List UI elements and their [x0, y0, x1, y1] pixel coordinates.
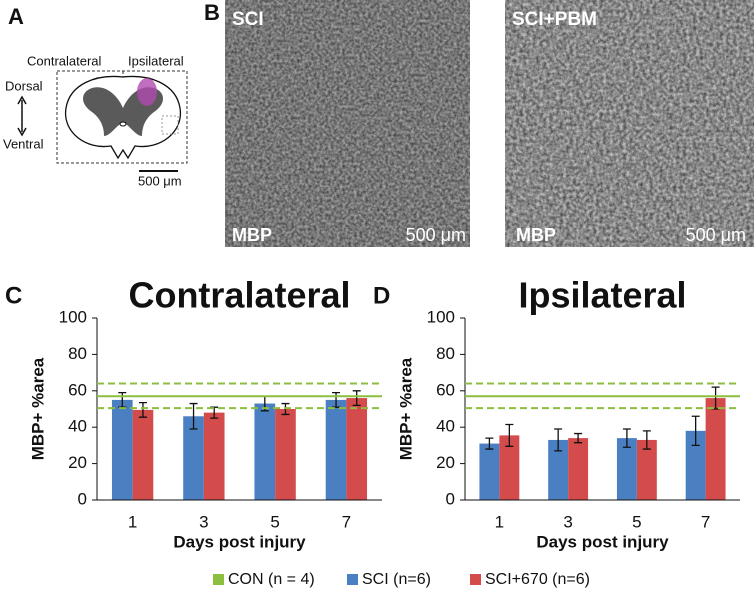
bar — [183, 416, 204, 500]
legend-swatch — [470, 574, 481, 585]
error-bar — [505, 423, 514, 447]
x-tick-label: 7 — [701, 512, 710, 531]
label: Ventral — [3, 136, 44, 151]
bar — [346, 398, 368, 500]
bar — [568, 438, 589, 500]
y-tick-label: 40 — [436, 417, 455, 436]
stain-label: MBP — [516, 225, 556, 245]
legend-label: SCI (n=6) — [362, 571, 431, 588]
y-tick-label: 0 — [446, 489, 455, 508]
x-tick-label: 1 — [495, 512, 504, 531]
bar — [705, 398, 726, 500]
error-bar — [691, 415, 700, 447]
y-tick-label: 80 — [436, 344, 455, 363]
panel-label: A — [8, 4, 24, 29]
arrow-heads — [17, 95, 27, 137]
panel-label: D — [373, 282, 390, 309]
bar — [685, 430, 706, 500]
scale-label: 500 μm — [138, 173, 182, 188]
bar — [132, 409, 154, 500]
bar — [479, 443, 500, 500]
panel-label: C — [5, 282, 22, 309]
lesion — [137, 78, 157, 106]
bar — [499, 435, 520, 500]
bar — [616, 438, 637, 500]
label: Contralateral — [27, 53, 102, 68]
scale-label: 500 μm — [686, 225, 746, 245]
panel-label: B — [204, 0, 220, 25]
error-bar — [189, 402, 198, 430]
panel-b: B SCI MBP 500 μm SCI+PBM MBP 500 μm — [204, 0, 754, 247]
y-tick-label: 0 — [78, 489, 87, 508]
label: Ipsilateral — [128, 53, 184, 68]
image-title: SCI — [232, 9, 264, 30]
canal — [119, 121, 127, 127]
label: Dorsal — [5, 78, 43, 93]
bar — [254, 403, 276, 500]
bar — [275, 409, 296, 500]
x-tick-label: 5 — [270, 512, 279, 531]
error-bar — [622, 428, 631, 448]
image-title: SCI+PBM — [512, 9, 597, 30]
stain-label: MBP — [232, 225, 272, 245]
y-tick-label: 80 — [68, 344, 87, 363]
y-tick-label: 60 — [68, 380, 87, 399]
error-bar — [138, 401, 147, 418]
bar — [548, 439, 569, 500]
error-bar — [554, 428, 563, 452]
legend-label: CON (n = 4) — [228, 571, 315, 588]
error-bar — [485, 437, 494, 450]
y-axis-label: MBP+ %area — [28, 357, 47, 460]
y-axis-label: MBP+ %area — [396, 357, 415, 460]
chart-title: Ipsilateral — [518, 275, 686, 316]
y-tick-label: 60 — [436, 380, 455, 399]
box — [56, 70, 188, 164]
bar — [636, 439, 657, 500]
bar — [203, 412, 225, 500]
x-axis-label: Days post injury — [536, 532, 669, 551]
bar — [111, 399, 133, 500]
error-bar — [352, 390, 361, 407]
legend-swatch — [347, 574, 358, 585]
y-tick-label: 40 — [68, 417, 87, 436]
scale-label: 500 μm — [406, 225, 466, 245]
x-tick-label: 7 — [342, 512, 351, 531]
y-tick-label: 100 — [427, 307, 455, 326]
panel-a: A Contralateral Ipsilateral Dorsal Ventr… — [3, 4, 188, 188]
x-tick-label: 3 — [563, 512, 572, 531]
micrograph-texture — [225, 0, 470, 247]
y-tick-label: 20 — [436, 453, 455, 472]
micrograph-texture — [505, 0, 754, 247]
x-tick-label: 1 — [128, 512, 137, 531]
legend-swatch — [213, 574, 224, 585]
y-tick-label: 100 — [59, 307, 87, 326]
x-tick-label: 3 — [199, 512, 208, 531]
bar — [325, 399, 347, 500]
error-bar — [642, 430, 651, 450]
chart-title: Contralateral — [128, 275, 350, 316]
x-tick-label: 5 — [632, 512, 641, 531]
roi — [161, 115, 179, 135]
x-axis-label: Days post injury — [173, 532, 306, 551]
legend-label: SCI+670 (n=6) — [485, 571, 590, 588]
error-bar — [574, 432, 583, 444]
y-tick-label: 20 — [68, 453, 87, 472]
